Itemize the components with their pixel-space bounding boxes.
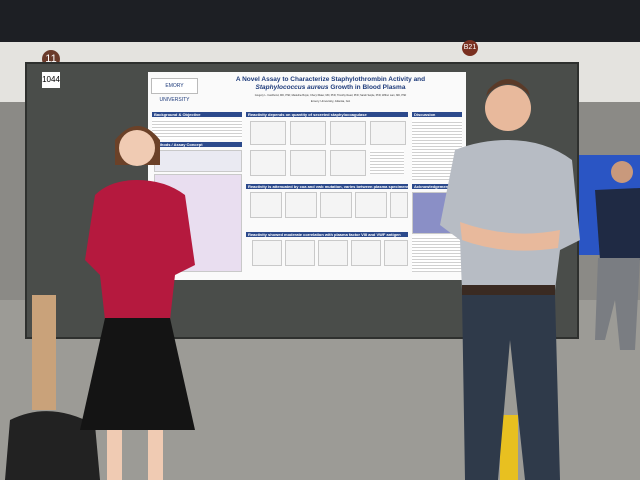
- section-header: Reactivity depends on quantity of secret…: [246, 112, 408, 117]
- logo: EMORY UNIVERSITY: [151, 78, 198, 103]
- figure: [351, 240, 381, 266]
- section-header: Methods / Assay Concept: [152, 142, 242, 147]
- figure: [330, 121, 366, 145]
- title-text: A Novel Assay to Characterize Staphyloth…: [235, 76, 426, 83]
- poster-title: A Novel Assay to Characterize Staphyloth…: [198, 76, 463, 92]
- person-background: [595, 161, 640, 350]
- poster-tube: [32, 295, 56, 410]
- section-header: Reactivity showed moderate correlation w…: [246, 232, 408, 237]
- figure: [285, 192, 317, 218]
- figure: [250, 192, 282, 218]
- section-header: Acknowledgements: [412, 184, 462, 189]
- text-block: [152, 119, 242, 139]
- backpack: [5, 411, 100, 480]
- figure: [285, 240, 315, 266]
- affiliation: Emory University, Atlanta, GA: [310, 99, 351, 103]
- section-header: Background & Objective: [152, 112, 242, 117]
- figure: [330, 150, 366, 176]
- figure: [250, 150, 286, 176]
- title-species: Staphylococcus aureus: [255, 84, 329, 91]
- figure: [290, 121, 326, 145]
- figure: [250, 121, 286, 145]
- text-block: [412, 236, 462, 272]
- title-text: Growth in Blood Plasma: [330, 84, 406, 91]
- figure: [320, 192, 352, 218]
- poster: EMORY UNIVERSITY A Novel Assay to Charac…: [148, 72, 466, 280]
- aisle-sign: B21: [462, 40, 478, 56]
- authors: Gregory L. Cashbond, MD, PhD; Madeline B…: [254, 94, 407, 97]
- yellow-bag: [500, 415, 518, 480]
- figure: [370, 121, 406, 145]
- figure: [290, 150, 326, 176]
- figure: [390, 192, 408, 218]
- person-right: [440, 79, 580, 480]
- section-header: Discussion: [412, 112, 462, 117]
- figure: [384, 240, 408, 266]
- figure: [252, 240, 282, 266]
- booth-number: 1044: [42, 72, 60, 88]
- figure: [318, 240, 348, 266]
- figure: [355, 192, 387, 218]
- person-left: [80, 126, 195, 480]
- section-header: Reactivity is attenuated by coa and vwb …: [246, 184, 408, 189]
- ceiling: [0, 0, 640, 42]
- text-block: [370, 150, 404, 174]
